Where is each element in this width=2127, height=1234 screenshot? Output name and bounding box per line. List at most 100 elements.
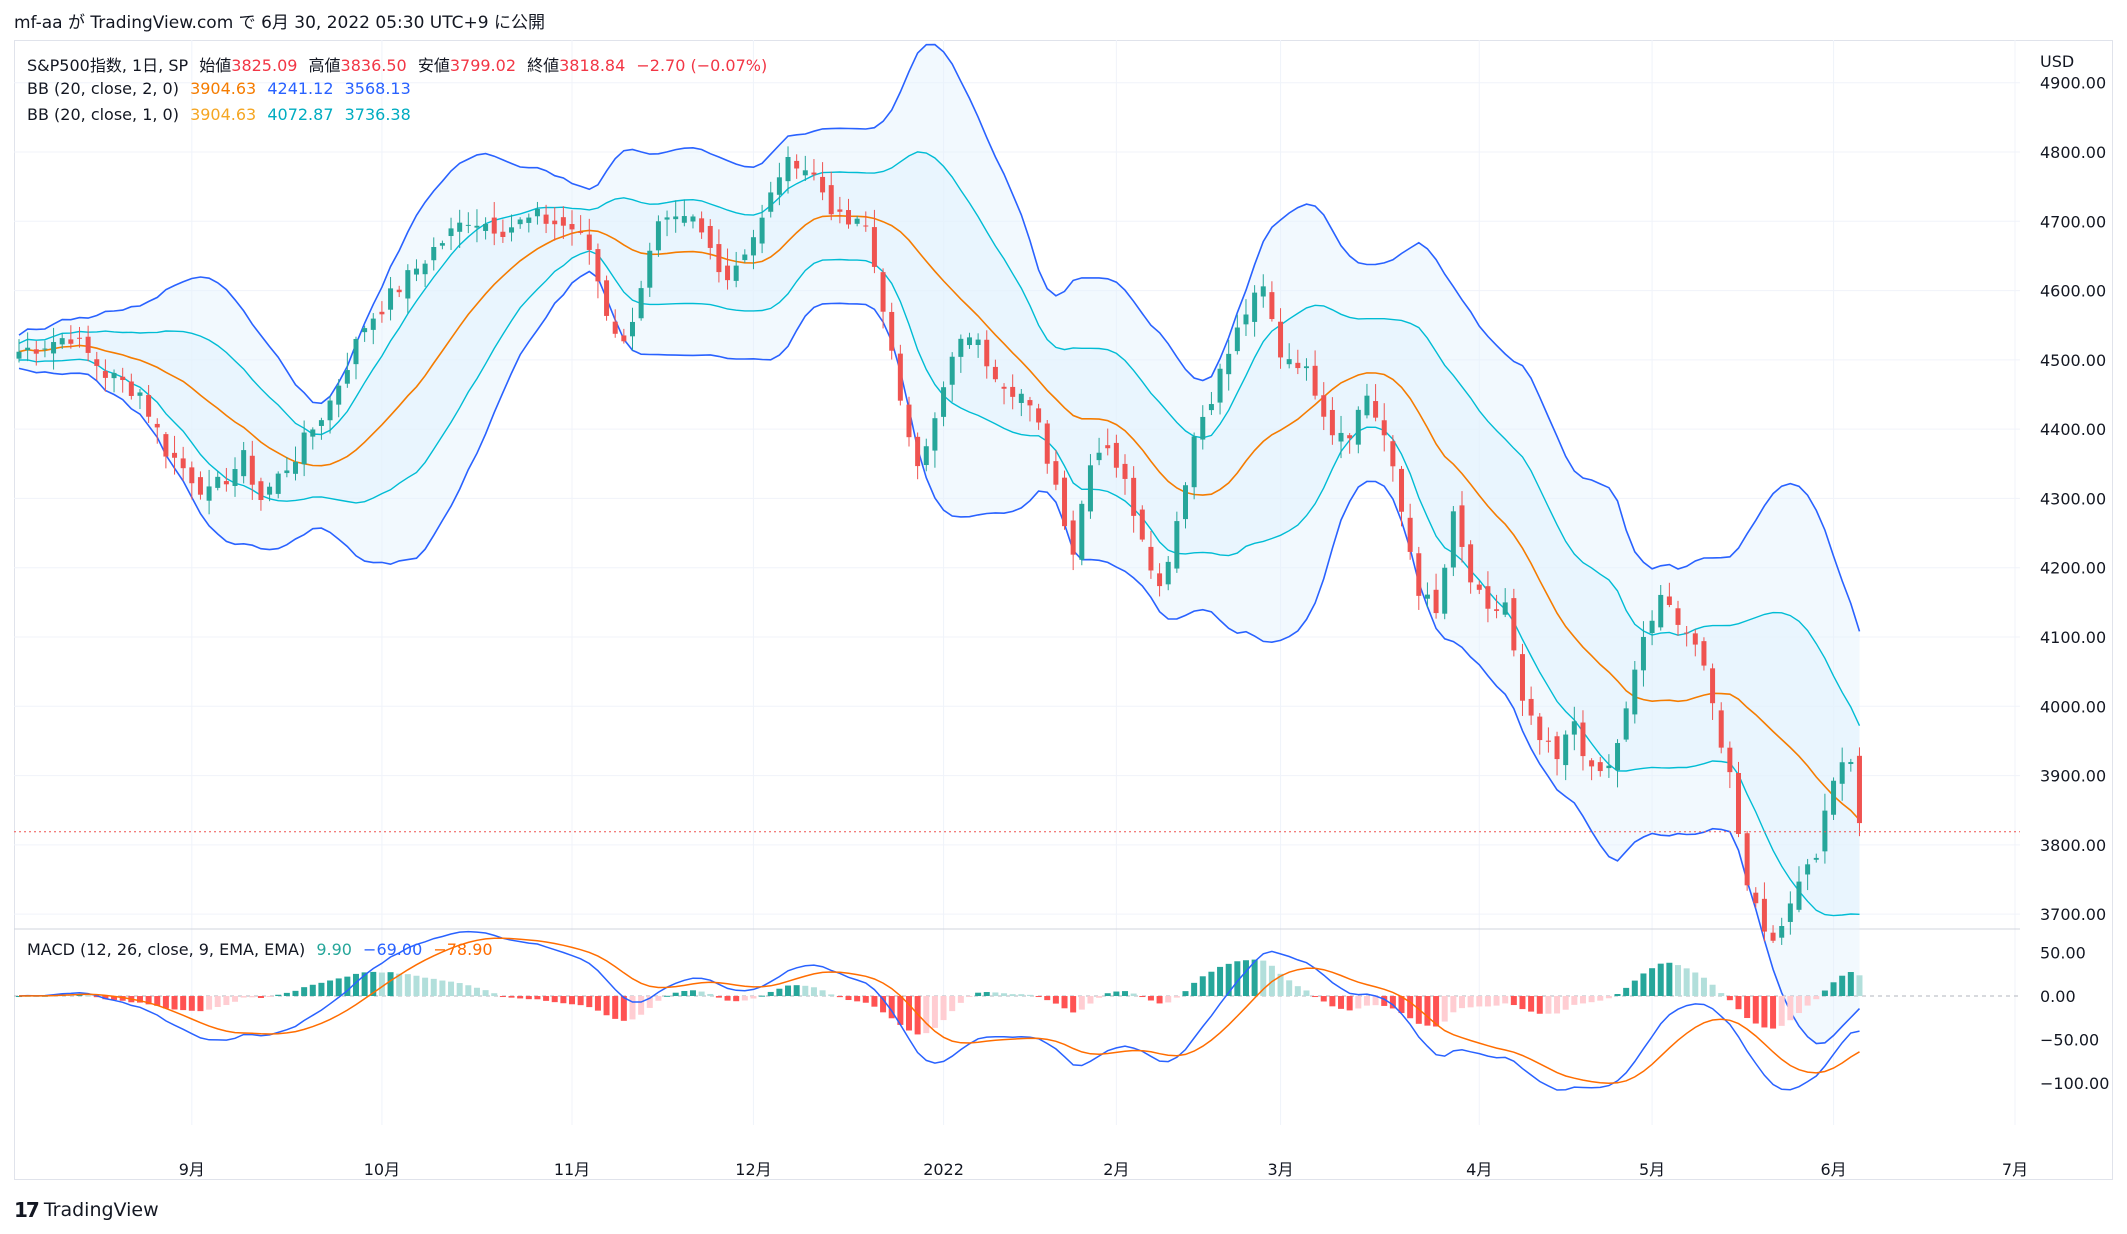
symbol-name[interactable]: S&P500指数, 1日, SP [27,56,189,75]
candle-body [595,249,601,282]
candle-body [483,223,489,231]
macd-histogram-bar [257,996,264,998]
candle-body [742,254,748,261]
tradingview-logo-icon[interactable]: 17 [14,1198,40,1222]
candle-body [1252,292,1258,322]
macd-histogram-bar [560,996,567,1004]
candle-body [94,359,100,366]
time-tick-label: 12月 [735,1160,771,1179]
candle-body [1494,609,1500,611]
candle-body [318,420,324,426]
candle-body [465,224,471,226]
macd-histogram-bar [638,996,645,1015]
candle-body [1373,401,1379,418]
open-value: 3825.09 [231,56,298,75]
candle-body [396,289,402,293]
chart-frame [14,40,2113,1180]
macd-histogram-bar [914,996,921,1035]
candle-body [1174,521,1180,569]
macd-histogram-bar [1761,996,1768,1028]
macd-histogram-bar [1286,980,1293,997]
candle-body [1010,386,1016,397]
candle-body [1779,926,1785,938]
macd-histogram-bar [1484,996,1491,1007]
candle-body [647,250,653,288]
macd-histogram-bar [1536,996,1543,1014]
candle-body [172,452,178,458]
macd-histogram-bar [1277,973,1284,997]
time-tick-label: 4月 [1466,1160,1492,1179]
bb2-upper: 4072.87 [267,105,334,124]
macd-histogram-bar [983,992,990,997]
footer-brand[interactable]: TradingView [43,1199,159,1221]
macd-histogram-bar [361,972,368,997]
candle-body [1640,636,1646,671]
candle-body [1269,292,1275,320]
macd-histogram-bar [1597,996,1604,1001]
macd-histogram-bar [1847,972,1854,997]
candle-body [975,339,981,346]
macd-histogram-bar [1528,996,1535,1012]
candle-body [984,339,990,367]
macd-histogram-bar [905,996,912,1031]
macd-histogram-bar [1165,996,1172,1003]
price-tick-label: 4700.00 [2040,212,2106,231]
bb2-legend[interactable]: BB (20, close, 1, 0) 3904.63 4072.87 373… [27,105,417,124]
macd-histogram-bar [1467,996,1474,1008]
candle-body [794,160,800,169]
candle-body [1399,468,1405,512]
macd-histogram-bar [465,985,472,997]
candle-body [146,395,152,417]
macd-histogram-bar [136,996,143,1003]
macd-histogram-bar [1208,971,1215,997]
macd-histogram-bar [327,980,334,997]
candle-body [1831,780,1837,815]
candle-body [1666,596,1672,605]
macd-histogram-bar [1458,996,1465,1009]
macd-histogram-bar [1303,990,1310,997]
candle-body [1157,573,1163,587]
candle-body [1347,435,1353,439]
macd-histogram-bar [1001,993,1008,997]
macd-histogram-bar [1510,996,1517,1006]
candle-body [223,481,229,485]
candle-body [1684,632,1690,634]
candle-body [1390,441,1396,467]
candle-body [1459,505,1465,547]
candle-body [1027,400,1033,406]
candle-body [1606,765,1612,769]
candle-body [1658,594,1664,628]
macd-histogram-bar [275,994,282,997]
macd-histogram-bar [862,996,869,1003]
candle-body [336,385,342,405]
candle-body [1468,544,1474,583]
macd-histogram-bar [1683,968,1690,997]
macd-histogram-bar [655,996,662,1001]
candle-body [154,423,160,428]
macd-histogram-bar [1562,996,1569,1010]
macd-histogram-bar [931,996,938,1028]
macd-histogram-bar [1666,962,1673,997]
candle-body [59,338,65,345]
macd-histogram-bar [283,992,290,997]
candle-body [293,461,299,474]
candle-body [569,224,575,230]
macd-histogram-bar [1692,972,1699,997]
candle-body [1070,520,1076,555]
candle-body [1165,561,1171,585]
candle-body [1364,395,1370,416]
candle-body [768,192,774,212]
candle-body [1148,546,1154,571]
candle-body [1407,517,1413,552]
macd-histogram-bar [1078,996,1085,1010]
candle-body [846,210,852,225]
author-name[interactable]: mf-aa [14,13,63,33]
candle-body [1062,477,1068,527]
macd-histogram-bar [1623,987,1630,997]
macd-histogram-bar [1519,996,1526,1010]
macd-histogram-bar [1614,994,1621,997]
bb1-legend[interactable]: BB (20, close, 2, 0) 3904.63 4241.12 356… [27,79,417,98]
candle-body [1787,903,1793,922]
macd-legend[interactable]: MACD (12, 26, close, 9, EMA, EMA) 9.90 −… [27,940,499,959]
